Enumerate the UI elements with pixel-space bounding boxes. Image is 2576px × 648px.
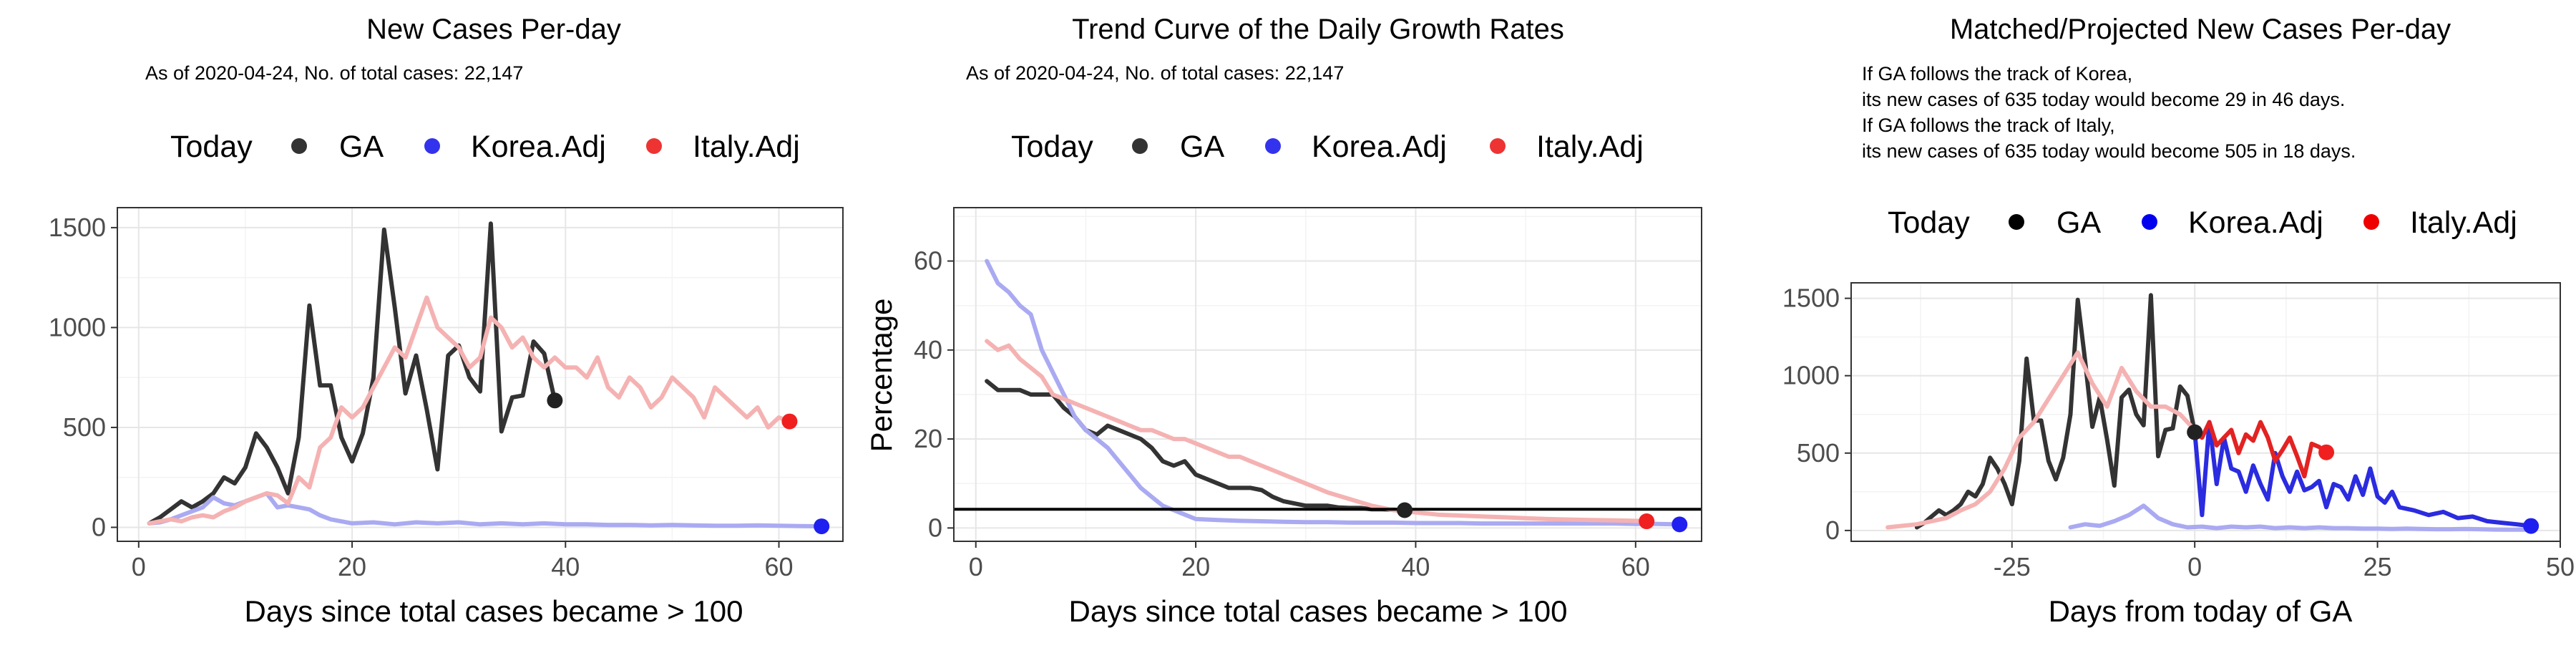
x-tick-label: 0 xyxy=(2187,552,2202,581)
note-line: If GA follows the track of Italy, xyxy=(1862,115,2115,136)
legend-key-ga xyxy=(1132,138,1148,154)
x-tick-label: 20 xyxy=(1181,552,1210,581)
legend-label-ga: GA xyxy=(2057,205,2101,240)
x-tick-label: 0 xyxy=(132,552,146,581)
panel-projected: Matched/Projected New Cases Per-day If G… xyxy=(1717,0,2576,644)
legend-label-korea: Korea.Adj xyxy=(2188,205,2323,240)
plot-area: 0 20 40 60 0 500 1000 1500 xyxy=(49,208,843,581)
note-line: If GA follows the track of Korea, xyxy=(1862,63,2132,84)
note-line: its new cases of 635 today would become … xyxy=(1862,140,2356,162)
today-point-italy-adj xyxy=(1639,513,1654,529)
today-point-korea-adj xyxy=(1672,516,1687,532)
legend-label-italy: Italy.Adj xyxy=(693,130,800,164)
y-tick-label: 1000 xyxy=(49,312,106,342)
x-tick-label: 60 xyxy=(1621,552,1650,581)
today-point-ga xyxy=(2187,425,2202,440)
y-tick-label: 40 xyxy=(914,335,942,364)
legend-label-italy: Italy.Adj xyxy=(2410,205,2517,240)
y-tick-label: 0 xyxy=(1825,516,1840,545)
legend-title: Today xyxy=(170,130,253,164)
panel-new-cases: New Cases Per-day As of 2020-04-24, No. … xyxy=(0,0,859,644)
legend-key-ga xyxy=(2009,214,2024,230)
x-axis-title: Days since total cases became > 100 xyxy=(1069,594,1568,628)
y-tick-label: 500 xyxy=(1797,438,1840,468)
legend-key-italy xyxy=(646,138,662,154)
legend-label-korea: Korea.Adj xyxy=(1312,130,1447,164)
legend: Today GA Korea.Adj Italy.Adj xyxy=(1011,130,1644,164)
y-tick-label: 60 xyxy=(914,246,942,276)
plot-area: -2502550050010001500 xyxy=(1782,283,2575,581)
today-point-ga xyxy=(1397,503,1413,518)
chart-projected: Matched/Projected New Cases Per-day If G… xyxy=(1717,0,2576,644)
chart-new-cases: New Cases Per-day As of 2020-04-24, No. … xyxy=(0,0,859,644)
legend-key-korea xyxy=(424,138,440,154)
y-tick-label: 0 xyxy=(92,512,106,541)
x-tick-label: -25 xyxy=(1994,552,2031,581)
today-point-korea-adj xyxy=(2523,518,2539,534)
chart-growth-rates: Trend Curve of the Daily Growth Rates As… xyxy=(859,0,1717,644)
x-tick-label: 0 xyxy=(969,552,983,581)
projection-notes: If GA follows the track of Korea, its ne… xyxy=(1862,63,2356,162)
x-tick-label: 25 xyxy=(2363,552,2392,581)
x-tick-label: 40 xyxy=(551,552,580,581)
chart-title: Matched/Projected New Cases Per-day xyxy=(1950,14,2451,45)
y-tick-label: 1500 xyxy=(1782,284,1840,313)
legend-title: Today xyxy=(1011,130,1093,164)
legend-label-korea: Korea.Adj xyxy=(471,130,606,164)
y-tick-label: 500 xyxy=(63,412,106,442)
plot-area: 0 20 40 60 0 20 40 60 xyxy=(914,208,1702,581)
today-point-italy-adj xyxy=(2318,445,2334,460)
today-point-korea-adj xyxy=(814,518,829,534)
legend-label-ga: GA xyxy=(1180,130,1224,164)
chart-title: New Cases Per-day xyxy=(366,14,621,45)
legend-key-korea xyxy=(1265,138,1281,154)
today-point-italy-adj xyxy=(781,414,797,430)
x-axis-title: Days from today of GA xyxy=(2049,594,2353,628)
legend-key-korea xyxy=(2142,214,2157,230)
y-axis-title: Percentage xyxy=(864,299,898,453)
y-tick-label: 1000 xyxy=(1782,361,1840,390)
note-line: its new cases of 635 today would become … xyxy=(1862,89,2345,110)
legend-label-ga: GA xyxy=(339,130,384,164)
x-tick-label: 20 xyxy=(338,552,366,581)
legend: Today GA Korea.Adj Italy.Adj xyxy=(1888,205,2517,240)
x-tick-label: 60 xyxy=(765,552,794,581)
y-tick-label: 0 xyxy=(928,513,942,542)
legend-key-italy xyxy=(2363,214,2379,230)
y-tick-label: 1500 xyxy=(49,213,106,242)
chart-title: Trend Curve of the Daily Growth Rates xyxy=(1072,14,1564,45)
chart-subtitle: As of 2020-04-24, No. of total cases: 22… xyxy=(145,62,523,84)
plot-background xyxy=(1851,283,2560,541)
chart-subtitle: As of 2020-04-24, No. of total cases: 22… xyxy=(966,62,1344,84)
x-axis-title: Days since total cases became > 100 xyxy=(245,594,743,628)
panel-growth-rates: Trend Curve of the Daily Growth Rates As… xyxy=(859,0,1717,644)
legend-key-italy xyxy=(1490,138,1506,154)
y-tick-label: 20 xyxy=(914,424,942,453)
x-tick-label: 50 xyxy=(2546,552,2575,581)
legend-key-ga xyxy=(291,138,307,154)
today-point-ga xyxy=(547,392,562,408)
x-tick-label: 40 xyxy=(1401,552,1430,581)
legend-label-italy: Italy.Adj xyxy=(1536,130,1644,164)
legend: Today GA Korea.Adj Italy.Adj xyxy=(170,130,800,164)
legend-title: Today xyxy=(1888,205,1970,240)
